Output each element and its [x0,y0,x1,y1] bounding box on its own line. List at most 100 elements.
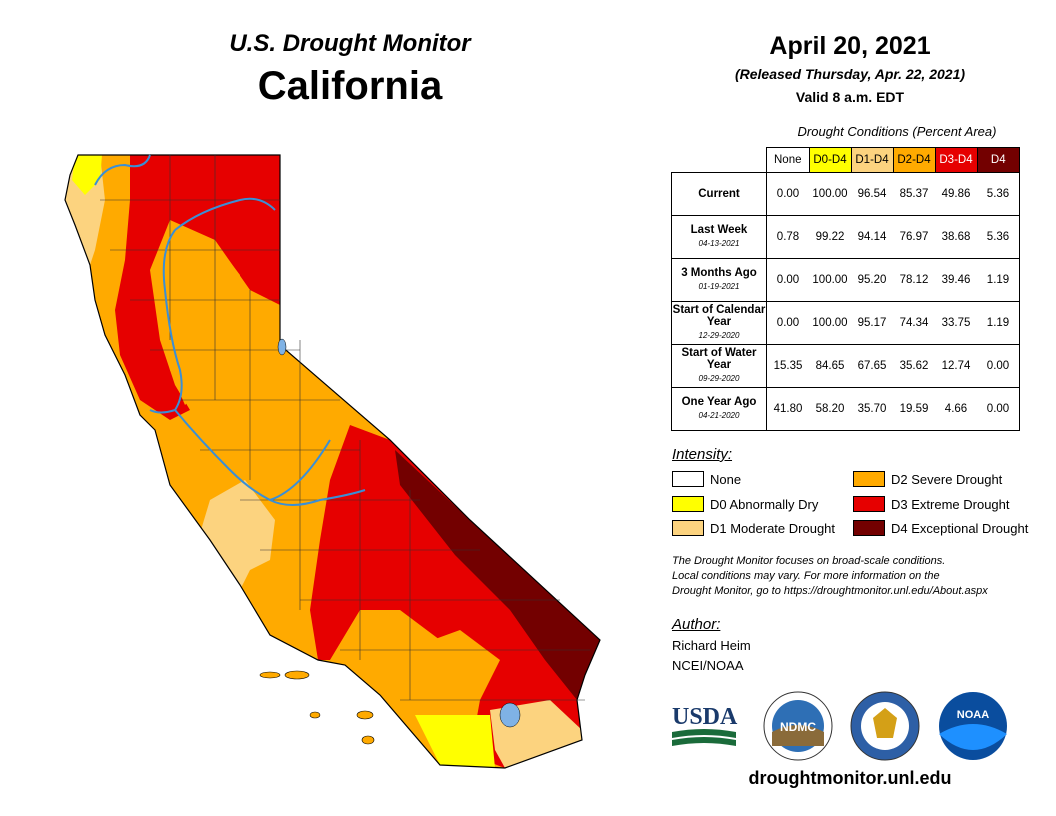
map-d2-north-wedge [158,225,240,405]
rivers [94,154,366,506]
note-line: Local conditions may vary. For more info… [672,570,940,582]
table-cell: 5.36 [977,172,1020,216]
row-label-text: One Year Ago [681,396,757,408]
table-cell: 99.22 [809,215,851,259]
row-date: 09-29-2020 [698,374,740,383]
row-label-text: 3 Months Ago [681,267,757,279]
channel-islands [259,670,375,745]
table-cell: 35.70 [851,387,893,431]
ndmc-logo: NDMC [763,691,833,761]
table-cell: 38.68 [935,215,977,259]
table-caption: Drought Conditions (Percent Area) [797,124,997,139]
row-label: Last Week 04-13-2021 [671,215,767,259]
table-row: Last Week 04-13-2021 0.78 99.22 94.14 76.… [671,215,1020,259]
agency-logos: USDA NDMC NOAA [672,691,1007,761]
legend-swatch [853,496,885,512]
table-cell: 95.17 [851,301,893,345]
legend-swatch [853,520,885,536]
usda-logo-text: USDA [672,704,738,730]
col-header: D2-D4 [892,147,936,173]
row-label: Current [671,172,767,216]
legend-label: None [710,471,742,487]
disclaimer-note: The Drought Monitor focuses on broad-sca… [672,554,1042,599]
map-d2-southeast [405,630,500,700]
legend-item-d3: D3 Extreme Drought [853,496,1010,512]
legend-label: D2 Severe Drought [891,471,1003,487]
table-cell: 33.75 [935,301,977,345]
table-cell: 100.00 [809,258,851,302]
table-cell: 100.00 [809,301,851,345]
monitor-title: U.S. Drought Monitor [229,30,471,57]
table-cell: 58.20 [809,387,851,431]
table-cell: 0.00 [766,172,809,216]
col-header: D4 [976,147,1020,173]
col-header: D1-D4 [850,147,894,173]
website-link[interactable]: droughtmonitor.unl.edu [748,768,952,788]
table-cell: 67.65 [851,344,893,388]
legend-swatch [672,520,704,536]
table-cell: 96.54 [851,172,893,216]
table-cell: 41.80 [766,387,809,431]
legend-swatch [672,471,704,487]
table-cell: 35.62 [893,344,935,388]
row-label-text: Start of Water Year [681,347,757,371]
table-cell: 85.37 [893,172,935,216]
noaa-logo: NOAA [939,692,1007,760]
table-cell: 4.66 [935,387,977,431]
table-cell: 1.19 [977,258,1020,302]
table-cell: 84.65 [809,344,851,388]
table-row: Current 0.00 100.00 96.54 85.37 49.86 5.… [671,172,1020,216]
county-lines [100,155,590,701]
drought-conditions-table: None D0-D4 D1-D4 D2-D4 D3-D4 D4 Current … [671,147,1020,431]
row-date: 01-19-2021 [698,282,740,291]
table-cell: 0.00 [977,344,1020,388]
legend-label: D4 Exceptional Drought [891,520,1029,536]
lake-tahoe [277,338,287,356]
map-d3-east [310,425,600,768]
row-label: 3 Months Ago 01-19-2021 [671,258,767,302]
author-name: Richard Heim [672,638,751,653]
legend-item-d4: D4 Exceptional Drought [853,520,1028,536]
intensity-heading: Intensity: [672,446,733,463]
commerce-seal [850,691,920,761]
row-label: Start of Calendar Year 12-29-2020 [671,301,767,345]
note-line: Drought Monitor, go to https://droughtmo… [672,585,988,597]
row-date: 04-21-2020 [698,411,740,420]
legend-swatch [672,496,704,512]
table-cell: 5.36 [977,215,1020,259]
map-d0-north [72,155,102,195]
table-cell: 78.12 [893,258,935,302]
table-row: 3 Months Ago 01-19-2021 0.00 100.00 95.20… [671,258,1020,302]
state-outline [64,154,601,769]
table-cell: 74.34 [893,301,935,345]
state-title: California [257,64,443,108]
table-cell: 19.59 [893,387,935,431]
map-d4-east [395,450,600,700]
usda-logo: USDA [672,704,738,746]
table-cell: 0.00 [977,387,1020,431]
row-label: Start of Water Year 09-29-2020 [671,344,767,388]
col-header: None [766,147,810,173]
author-heading: Author: [672,616,721,633]
ndmc-logo-text: NDMC [780,720,816,734]
legend-label: D3 Extreme Drought [891,496,1010,512]
map-d0-south [415,715,495,768]
table-row: Start of Water Year 09-29-2020 15.35 84.6… [671,344,1020,388]
row-date: 12-29-2020 [698,331,740,340]
table-row: Start of Calendar Year 12-29-2020 0.00 10… [671,301,1020,345]
col-header: D0-D4 [808,147,852,173]
table-cell: 0.78 [766,215,809,259]
col-header: D3-D4 [934,147,978,173]
release-date: (Released Thursday, Apr. 22, 2021) [734,66,966,82]
table-cell: 100.00 [809,172,851,216]
note-line: The Drought Monitor focuses on broad-sca… [672,555,946,567]
table-cell: 49.86 [935,172,977,216]
legend-item-none: None [672,471,741,487]
row-date: 04-13-2021 [698,239,740,248]
row-label: One Year Ago 04-21-2020 [671,387,767,431]
drought-map [64,154,601,769]
valid-time: Valid 8 a.m. EDT [795,89,905,105]
table-row: One Year Ago 04-21-2020 41.80 58.20 35.70… [671,387,1020,431]
table-cell: 95.20 [851,258,893,302]
row-label-text: Last Week [690,224,748,236]
